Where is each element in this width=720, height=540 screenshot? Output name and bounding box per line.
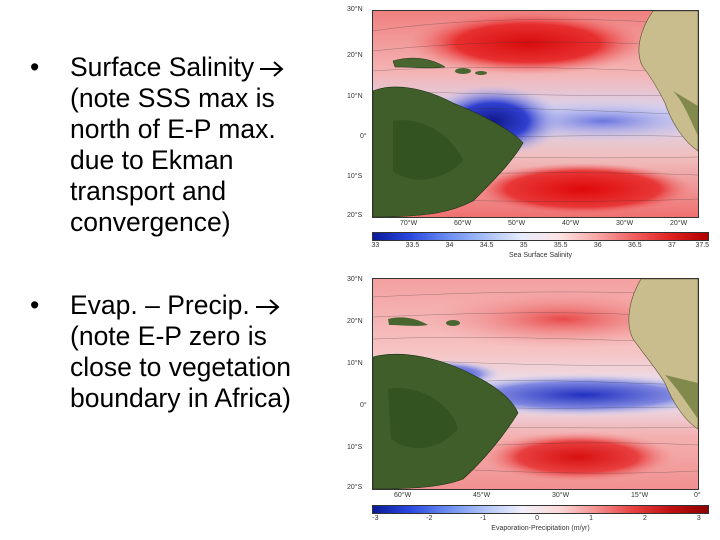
bullet-note-line: north of E-P max. xyxy=(70,114,276,144)
colorbar-tick: -3 xyxy=(372,515,379,522)
colorbar-tick: 34.5 xyxy=(479,242,494,249)
lat-label: 10°N xyxy=(347,93,363,100)
bullet-list: • Surface Salinity (note SSS max is nort… xyxy=(30,52,350,414)
colorbar-tick: 1 xyxy=(589,515,593,522)
bullet-note-line: transport and xyxy=(70,176,227,206)
right-arrow-icon xyxy=(255,299,280,315)
evap-precip-map xyxy=(372,278,699,490)
bullet-note-line: due to Ekman xyxy=(70,145,234,175)
lat-label: 20°N xyxy=(347,318,363,325)
lon-label: 30°W xyxy=(552,492,570,499)
lat-label: 20°S xyxy=(347,212,363,219)
lon-label: 15°W xyxy=(631,492,649,499)
bullet-note-line: (note SSS max is xyxy=(70,83,275,113)
lon-label: 70°W xyxy=(400,220,418,227)
lat-label: 30°N xyxy=(347,276,363,283)
lat-label: 10°S xyxy=(347,444,363,451)
bullet-title: Surface Salinity xyxy=(70,52,255,82)
right-arrow-icon xyxy=(260,61,284,77)
lon-label: 45°W xyxy=(473,492,491,499)
colorbar-tick: 37.5 xyxy=(695,242,710,249)
colorbar-tick: -1 xyxy=(480,515,487,522)
bullet-surface-salinity: • Surface Salinity (note SSS max is nort… xyxy=(30,52,350,238)
lon-label: 50°W xyxy=(508,220,526,227)
evap-precip-colorbar xyxy=(372,505,709,514)
colorbar-tick: 2 xyxy=(643,515,647,522)
lat-label: 10°N xyxy=(347,360,363,367)
lon-label: 20°W xyxy=(670,220,688,227)
evap-precip-colorbar-title: Evaporation-Precipitation (m/yr) xyxy=(491,525,590,532)
salinity-colorbar xyxy=(372,232,709,241)
bullet-evap-precip: • Evap. – Precip. (note E-P zero is clos… xyxy=(30,290,350,414)
lat-label: 30°N xyxy=(347,6,363,13)
colorbar-tick: 36.5 xyxy=(628,242,642,249)
lon-label: 0° xyxy=(694,492,701,499)
lon-label: 40°W xyxy=(562,220,580,227)
colorbar-tick: 35 xyxy=(519,242,528,249)
lat-label: 0° xyxy=(360,133,367,140)
lat-label: 0° xyxy=(360,402,367,409)
bullet-dot: • xyxy=(30,52,40,82)
colorbar-tick: 34 xyxy=(445,242,454,249)
lon-label: 30°W xyxy=(616,220,634,227)
lon-label: 60°W xyxy=(454,220,472,227)
bullet-title: Evap. – Precip. xyxy=(70,290,250,320)
bullet-note-line: boundary in Africa) xyxy=(70,383,291,413)
evap-precip-colorbar-ticks: -3 -2 -1 0 1 2 3 xyxy=(372,515,709,525)
lat-label: 10°S xyxy=(347,173,363,180)
colorbar-tick: 0 xyxy=(535,515,540,522)
colorbar-tick: 3 xyxy=(696,515,701,522)
lon-label: 60°W xyxy=(394,492,412,499)
colorbar-tick: 33 xyxy=(371,242,380,249)
bullet-note-line: convergence) xyxy=(70,207,231,237)
colorbar-tick: 37 xyxy=(668,242,676,249)
colorbar-tick: 33.5 xyxy=(405,242,420,249)
colorbar-tick: 36 xyxy=(593,242,602,249)
salinity-colorbar-title: Sea Surface Salinity xyxy=(508,252,573,259)
colorbar-tick: 35.5 xyxy=(553,242,568,249)
salinity-map xyxy=(372,10,699,218)
lat-label: 20°S xyxy=(347,484,363,491)
bullet-note-line: (note E-P zero is xyxy=(70,321,267,351)
colorbar-tick: -2 xyxy=(426,515,433,522)
bullet-dot: • xyxy=(30,290,40,320)
lat-label: 20°N xyxy=(347,52,363,59)
bullet-note-line: close to vegetation xyxy=(70,352,291,382)
salinity-colorbar-ticks: 33 33.5 34 34.5 35 35.5 36 36.5 37 37.5 xyxy=(371,242,710,252)
